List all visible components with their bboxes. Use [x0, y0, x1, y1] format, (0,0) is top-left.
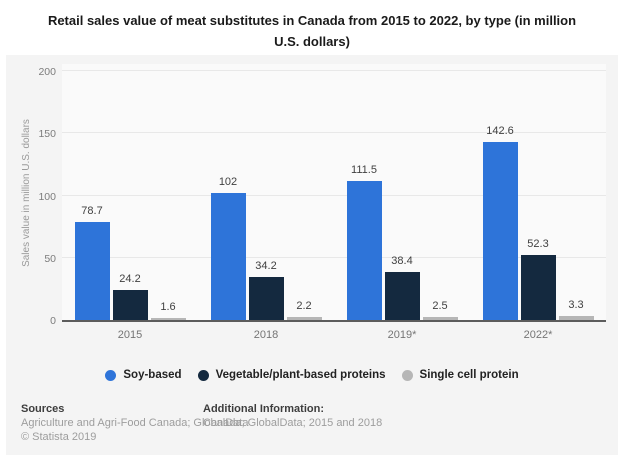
sources-block: Sources Agriculture and Agri-Food Canada… — [21, 402, 248, 444]
bar-soy-based-2015 — [74, 222, 110, 320]
legend-label-vegetable-plant-based-proteins: Vegetable/plant-based proteins — [215, 369, 386, 381]
legend-item-vegetable-plant-based-proteins: Vegetable/plant-based proteins — [197, 369, 386, 381]
bar-single-cell-protein-2022 — [558, 315, 594, 320]
value-label-soy-based-2018: 102 — [218, 176, 238, 189]
additional-info-label: Additional Information: — [203, 403, 324, 415]
bar-wrap-vegetable-plant-based-proteins-2019: 38.4 — [384, 255, 420, 320]
value-label-single-cell-protein-2022: 3.3 — [568, 298, 584, 311]
bar-wrap-single-cell-protein-2022: 3.3 — [558, 298, 594, 320]
bar-wrap-soy-based-2019: 111.5 — [346, 164, 382, 320]
bar-vegetable-plant-based-proteins-2018 — [248, 277, 284, 320]
x-tick-label-2019: 2019* — [387, 329, 417, 341]
bar-vegetable-plant-based-proteins-2015 — [112, 289, 148, 320]
bar-wrap-single-cell-protein-2018: 2.2 — [286, 300, 322, 320]
x-axis-line — [62, 320, 606, 322]
bar-group-2015: 78.7 24.2 1.6 — [62, 64, 198, 320]
y-tick-label-200: 200 — [38, 66, 56, 78]
additional-info-block: Additional Information: Canada; GlobalDa… — [203, 402, 382, 430]
bar-soy-based-2018 — [210, 193, 246, 320]
value-label-vegetable-plant-based-proteins-2022: 52.3 — [527, 237, 549, 250]
value-label-soy-based-2022: 142.6 — [486, 125, 514, 138]
x-tick-label-2015: 2015 — [117, 329, 143, 341]
bar-groups: 78.7 24.2 1.6 102 34.2 2.2 111.5 38.4 2.5 142.6 52… — [62, 64, 606, 320]
y-tick-label-50: 50 — [44, 252, 56, 265]
chart-title: Retail sales value of meat substitutes i… — [47, 13, 577, 49]
x-tick-label-2022: 2022* — [523, 329, 553, 341]
bar-vegetable-plant-based-proteins-2022 — [520, 254, 556, 320]
legend-label-soy-based: Soy-based — [123, 369, 182, 381]
bar-vegetable-plant-based-proteins-2019 — [384, 272, 420, 320]
bar-wrap-soy-based-2022: 142.6 — [482, 125, 518, 320]
gridline-50 — [62, 256, 606, 258]
additional-info-line: Canada; GlobalData; 2015 and 2018 — [203, 417, 383, 429]
gridline-150 — [62, 132, 606, 134]
bar-single-cell-protein-2015 — [150, 318, 186, 320]
bar-wrap-vegetable-plant-based-proteins-2015: 24.2 — [112, 272, 148, 320]
value-label-single-cell-protein-2019: 2.5 — [432, 299, 448, 312]
value-label-vegetable-plant-based-proteins-2019: 38.4 — [391, 255, 413, 268]
legend-item-soy-based: Soy-based — [105, 369, 182, 381]
legend-label-single-cell-protein: Single cell protein — [419, 369, 519, 381]
bar-wrap-vegetable-plant-based-proteins-2022: 52.3 — [520, 237, 556, 320]
bar-wrap-soy-based-2018: 102 — [210, 176, 246, 320]
plot-area: 78.7 24.2 1.6 102 34.2 2.2 111.5 38.4 2.5 142.6 52… — [62, 64, 606, 322]
legend-item-single-cell-protein: Single cell protein — [401, 369, 519, 381]
legend-dot-icon — [401, 369, 413, 381]
copyright-line: © Statista 2019 — [21, 431, 97, 443]
bar-wrap-single-cell-protein-2015: 1.6 — [150, 301, 186, 320]
x-tick-label-2018: 2018 — [253, 329, 279, 341]
bar-wrap-soy-based-2015: 78.7 — [74, 205, 110, 320]
value-label-soy-based-2015: 78.7 — [81, 205, 103, 218]
bar-wrap-vegetable-plant-based-proteins-2018: 34.2 — [248, 260, 284, 320]
sources-line: Agriculture and Agri-Food Canada; Global… — [21, 417, 249, 429]
bar-soy-based-2019 — [346, 181, 382, 320]
bar-single-cell-protein-2019 — [422, 316, 458, 320]
value-label-vegetable-plant-based-proteins-2018: 34.2 — [255, 260, 277, 273]
bar-group-2019: 111.5 38.4 2.5 — [334, 64, 470, 320]
bar-group-2018: 102 34.2 2.2 — [198, 64, 334, 320]
y-tick-label-150: 150 — [38, 128, 56, 141]
legend: Soy-based Vegetable/plant-based proteins S… — [6, 369, 618, 381]
bar-wrap-single-cell-protein-2019: 2.5 — [422, 299, 458, 320]
value-label-soy-based-2019: 111.5 — [351, 164, 377, 177]
bar-group-2022: 142.6 52.3 3.3 — [470, 64, 606, 320]
value-label-single-cell-protein-2015: 1.6 — [160, 301, 176, 313]
value-label-vegetable-plant-based-proteins-2015: 24.2 — [119, 272, 141, 285]
legend-dot-icon — [105, 369, 117, 381]
gridline-100 — [62, 194, 606, 196]
value-label-single-cell-protein-2018: 2.2 — [296, 300, 312, 313]
bar-single-cell-protein-2018 — [286, 317, 322, 320]
chart-panel: Sales value in million U.S. dollars 0 50 1… — [6, 55, 618, 455]
gridline-200 — [62, 70, 606, 71]
x-axis-labels: 2015 2018 2019* 2022* — [62, 329, 606, 341]
legend-dot-icon — [197, 369, 209, 381]
bar-soy-based-2022 — [482, 142, 518, 320]
y-axis-ticks: 0 50 100 150 200 — [6, 64, 56, 327]
y-tick-label-0: 0 — [50, 315, 56, 327]
y-tick-label-100: 100 — [38, 190, 56, 203]
sources-label: Sources — [21, 403, 65, 415]
